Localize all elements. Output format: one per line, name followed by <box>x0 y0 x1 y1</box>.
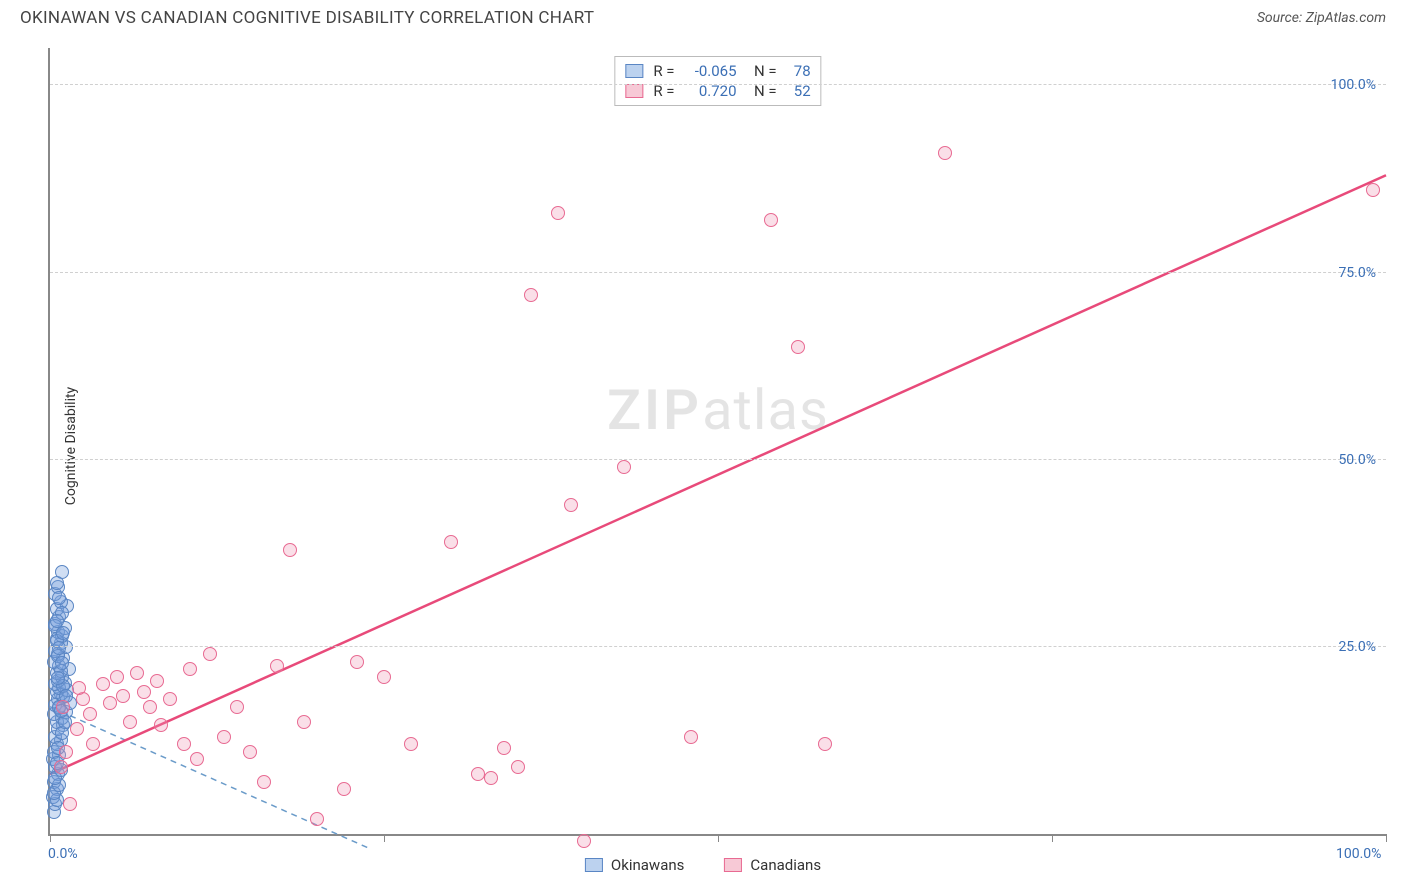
legend-item-canadians: Canadians <box>724 856 821 874</box>
data-point <box>183 662 197 676</box>
trend-lines <box>50 48 1386 834</box>
data-point <box>59 745 73 759</box>
gridline-h <box>50 272 1386 273</box>
legend-item-okinawans: Okinawans <box>585 856 684 874</box>
data-point <box>217 730 231 744</box>
data-point <box>72 681 86 695</box>
y-tick-label: 75.0% <box>1338 265 1376 281</box>
data-point <box>51 671 65 685</box>
data-point <box>1366 183 1380 197</box>
legend-swatch-canadians <box>724 858 742 872</box>
data-point <box>484 771 498 785</box>
data-point <box>143 700 157 714</box>
data-point <box>350 655 364 669</box>
y-tick-label: 100.0% <box>1331 77 1376 93</box>
data-point <box>70 722 84 736</box>
chart-title: OKINAWAN VS CANADIAN COGNITIVE DISABILIT… <box>20 8 594 28</box>
data-point <box>52 591 66 605</box>
data-point <box>764 213 778 227</box>
y-tick-label: 50.0% <box>1338 452 1376 468</box>
data-point <box>63 797 77 811</box>
gridline-h <box>50 459 1386 460</box>
x-tick <box>1052 834 1053 842</box>
data-point <box>617 460 631 474</box>
data-point <box>684 730 698 744</box>
data-point <box>110 670 124 684</box>
data-point <box>137 685 151 699</box>
legend-label-okinawans: Okinawans <box>611 856 684 874</box>
data-point <box>243 745 257 759</box>
data-point <box>577 834 591 848</box>
n-value-okinawans: 78 <box>787 62 811 80</box>
plot-area <box>50 48 1386 834</box>
data-point <box>938 146 952 160</box>
r-value-okinawans: -0.065 <box>685 62 737 80</box>
data-point <box>163 692 177 706</box>
data-point <box>230 700 244 714</box>
data-point <box>377 670 391 684</box>
swatch-canadians <box>625 84 643 98</box>
legend-swatch-okinawans <box>585 858 603 872</box>
y-tick-label: 25.0% <box>1338 639 1376 655</box>
data-point <box>203 647 217 661</box>
x-tick-label: 0.0% <box>48 846 78 862</box>
data-point <box>310 812 324 826</box>
data-point <box>297 715 311 729</box>
x-tick <box>718 834 719 842</box>
data-point <box>54 760 68 774</box>
data-point <box>524 288 538 302</box>
data-point <box>86 737 100 751</box>
data-point <box>497 741 511 755</box>
data-point <box>55 656 69 670</box>
data-point <box>96 677 110 691</box>
x-tick <box>384 834 385 842</box>
source-attribution: Source: ZipAtlas.com <box>1257 10 1386 26</box>
data-point <box>551 206 565 220</box>
data-point <box>50 614 64 628</box>
swatch-okinawans <box>625 64 643 78</box>
data-point <box>50 576 64 590</box>
data-point <box>337 782 351 796</box>
x-tick <box>50 834 51 842</box>
data-point <box>257 775 271 789</box>
stats-legend-box: R = -0.065 N = 78 R = 0.720 N = 52 <box>614 56 821 106</box>
data-point <box>177 737 191 751</box>
data-point <box>56 700 70 714</box>
data-point <box>818 737 832 751</box>
data-point <box>116 689 130 703</box>
data-point <box>103 696 117 710</box>
trend-line <box>50 175 1386 774</box>
data-point <box>123 715 137 729</box>
data-point <box>283 543 297 557</box>
data-point <box>270 659 284 673</box>
data-point <box>471 767 485 781</box>
legend-label-canadians: Canadians <box>750 856 821 874</box>
data-point <box>56 626 70 640</box>
x-tick <box>1386 834 1387 842</box>
data-point <box>154 718 168 732</box>
trend-line <box>50 707 371 849</box>
data-point <box>564 498 578 512</box>
stats-row-okinawans: R = -0.065 N = 78 <box>625 61 810 81</box>
data-point <box>150 674 164 688</box>
gridline-h <box>50 646 1386 647</box>
data-point <box>444 535 458 549</box>
chart-area: ZIPatlas R = -0.065 N = 78 R = 0.720 N =… <box>48 48 1386 836</box>
x-tick-label: 100.0% <box>1336 846 1381 862</box>
data-point <box>190 752 204 766</box>
bottom-legend: Okinawans Canadians <box>585 856 821 874</box>
data-point <box>791 340 805 354</box>
data-point <box>511 760 525 774</box>
data-point <box>83 707 97 721</box>
data-point <box>404 737 418 751</box>
gridline-h <box>50 84 1386 85</box>
data-point <box>130 666 144 680</box>
data-point <box>52 641 66 655</box>
